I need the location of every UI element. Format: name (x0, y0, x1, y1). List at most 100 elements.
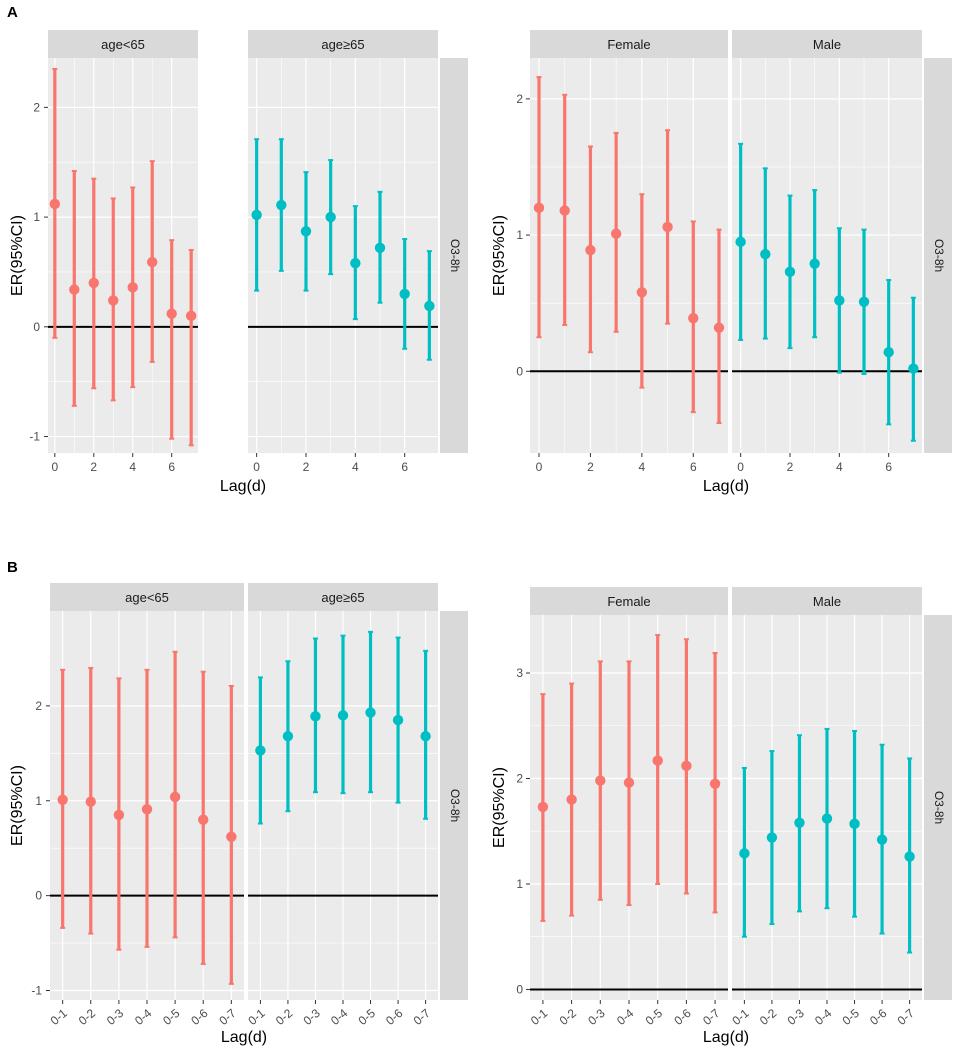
chart-b-sex-facet-male-xtick-label: 0-5 (840, 1006, 863, 1028)
chart-a-sex-facet-female: Female 0 2 4 6 (530, 30, 728, 474)
panel-label-a: A (7, 4, 18, 21)
chart-b-sex-ytick-label: 1 (516, 877, 523, 891)
chart-a-sex-facet-female-point-5 (662, 221, 673, 233)
chart-a-sex-xlabel: Lag(d) (703, 478, 749, 495)
chart-a-sex-facet-male-strip (732, 30, 922, 58)
chart-b-sex-facet-male-point-0 (739, 848, 750, 859)
chart-b-sex-facet-male-xtick-label: 0-7 (895, 1006, 918, 1028)
chart-b-sex-ytick-label: 2 (516, 771, 523, 785)
chart-b-age-facet-agege65-xtick-label: 0-7 (411, 1006, 434, 1028)
chart-b-age-facet-agelt65-xtick-label: 0-2 (76, 1006, 99, 1028)
chart-a-sex-facet-male-xtick-label: 2 (787, 460, 794, 474)
chart-a-age-right-strip-label: O3-8h (448, 239, 462, 272)
chart-b-age-ylabel: ER(95%CI) (9, 765, 26, 846)
chart-b-age-right-strip (440, 611, 468, 1000)
chart-a-sex-facet-female-point-3 (610, 228, 622, 239)
chart-a-sex-ytick-label: 2 (516, 92, 523, 106)
chart-a-age-right-strip (440, 58, 468, 453)
chart-b-sex-facet-female-xtick-label: 0-1 (528, 1006, 551, 1028)
chart-b-sex-facet-female-strip-label: Female (607, 594, 650, 609)
chart-b-sex-facet-female-strip (530, 587, 728, 615)
chart-a-sex-ytick-label: 0 (516, 364, 523, 378)
chart-b-sex-facet-female-point-0 (537, 801, 549, 813)
chart-a-age-facet-agege65-xtick-label: 6 (401, 460, 408, 474)
chart-a-age-facet-agelt65-xtick-label: 2 (90, 460, 97, 474)
chart-b-sex-facet-female-point-5 (681, 760, 692, 772)
chart-b-age-facet-agege65-xtick-label: 0-3 (301, 1006, 324, 1028)
chart-a-sex-facet-female-strip-label: Female (607, 37, 650, 52)
chart-a-sex-facet-male-point-1 (760, 248, 771, 260)
chart-a-age-facet-agege65-xtick-label: 0 (253, 460, 260, 474)
chart-a-sex-facet-male-xtick-label: 4 (836, 460, 843, 474)
chart-b-sex-facet-female-point-1 (566, 794, 577, 805)
chart-b-sex-facet-male-xtick-label: 0-2 (757, 1006, 780, 1028)
chart-a-age-facet-agelt65-strip-label: age<65 (101, 37, 145, 52)
chart-a-age-facet-agelt65-point-5 (147, 256, 158, 268)
chart-b-sex-right-strip (924, 615, 952, 1000)
chart-b-age-facet-agelt65-xtick-label: 0-4 (132, 1006, 155, 1028)
chart-a-age-facet-agege65-point-3 (325, 211, 336, 223)
chart-b-sex-ytick-label: 0 (516, 982, 523, 996)
chart-b-sex-facet-male-xtick-label: 0-6 (867, 1006, 890, 1028)
chart-a-age-facet-agelt65-point-0 (49, 198, 61, 210)
chart-b-sex-facet-male-strip (732, 587, 922, 615)
chart-b-age-facet-agelt65-xtick-label: 0-6 (188, 1006, 211, 1028)
chart-a-age-facet-agege65-point-1 (276, 199, 287, 211)
chart-b-sex-facet-male-point-6 (904, 851, 915, 862)
chart-b-age-facet-agelt65-point-4 (169, 791, 181, 803)
chart-a-sex-facet-male-xtick-label: 6 (885, 460, 892, 474)
chart-b-sex-facet-male-point-4 (849, 818, 860, 830)
chart-a-age-ytick-label: 1 (33, 210, 40, 224)
chart-a-sex-facet-female-panel-bg (530, 58, 728, 453)
chart-b-sex-facet-male: Male 0-1 0-2 0-3 0-4 0-5 0-6 0-7 (729, 587, 922, 1028)
chart-b-sex-facet-female-xtick-label: 0-4 (614, 1006, 637, 1028)
chart-a-sex-right-strip-label: O3-8h (932, 239, 946, 272)
chart-a-age-facet-agege65-xtick-label: 4 (352, 460, 359, 474)
chart-a-age-ytick-label: 0 (33, 320, 40, 334)
panel-label-b: B (7, 559, 18, 576)
chart-b-sex-facet-female-xtick-label: 0-5 (643, 1006, 666, 1028)
chart-b-age-facet-agelt65-xtick-label: 0-1 (48, 1006, 71, 1028)
chart-b-age-ytick-label: -1 (31, 984, 42, 998)
chart-a-age-facet-agege65-panel-bg (248, 58, 438, 453)
chart-a-sex-facet-female-xtick-label: 6 (690, 460, 697, 474)
chart-a-sex-facet-female-point-6 (688, 312, 699, 324)
chart-b-sex-facet-male-point-2 (794, 817, 805, 828)
chart-b-sex-facet-female-xtick-label: 0-3 (585, 1006, 608, 1028)
chart-a-sex-facet-female-xtick-label: 4 (639, 460, 646, 474)
chart-a-sex-right-strip (924, 58, 952, 453)
chart-a-age-facet-agelt65-point-2 (88, 277, 99, 289)
chart-b-sex-facet-female-xtick-label: 0-6 (671, 1006, 694, 1028)
chart-a-age-facet-agelt65-point-7 (185, 310, 197, 322)
chart-a-age-ylabel: ER(95%CI) (9, 215, 26, 296)
chart-b-sex-facet-male-xtick-label: 0-1 (729, 1006, 752, 1028)
chart-a-sex-facet-female-point-2 (585, 244, 596, 256)
chart-a-sex-facet-female-point-0 (533, 202, 545, 214)
chart-b-age-facet-agelt65-point-5 (198, 814, 209, 825)
chart-b-sex-facet-male-xtick-label: 0-3 (785, 1006, 808, 1028)
chart-b-sex-facet-male-xtick-label: 0-4 (812, 1006, 835, 1028)
chart-a-age-facet-agelt65-point-1 (69, 284, 80, 295)
chart-a-age-ytick-label: -1 (29, 430, 40, 444)
chart-b-sex-ylabel: ER(95%CI) (491, 767, 508, 848)
chart-a-sex-facet-female-point-7 (713, 322, 725, 333)
chart-b-age-facet-agege65-xtick-label: 0-6 (383, 1006, 406, 1028)
chart-a-sex-facet-male: Male 0 2 4 6 (732, 30, 922, 474)
chart-a-age-facet-agelt65-strip (48, 30, 198, 58)
chart-a-sex-facet-female-point-1 (559, 205, 570, 216)
chart-b-sex-facet-female-point-2 (595, 775, 606, 786)
chart-a-age-facet-agelt65-point-4 (127, 282, 138, 293)
chart-b-age-right-strip-label: O3-8h (448, 789, 462, 822)
chart-b-age-facet-agege65-point-5 (392, 714, 404, 726)
chart-b-age-facet-agege65-xtick-label: 0-5 (356, 1006, 379, 1028)
chart-b-age-facet-agege65-point-1 (282, 731, 294, 742)
chart-a-sex-ylabel: ER(95%CI) (491, 215, 508, 296)
chart-a-sex-facet-male-point-0 (735, 236, 746, 248)
chart-b-age-ytick-label: 0 (35, 889, 42, 903)
chart-b-sex-facet-female-point-3 (623, 777, 635, 788)
chart-b-age-xlabel: Lag(d) (221, 1029, 267, 1046)
chart-a-age-facet-agelt65-xtick-label: 6 (168, 460, 175, 474)
